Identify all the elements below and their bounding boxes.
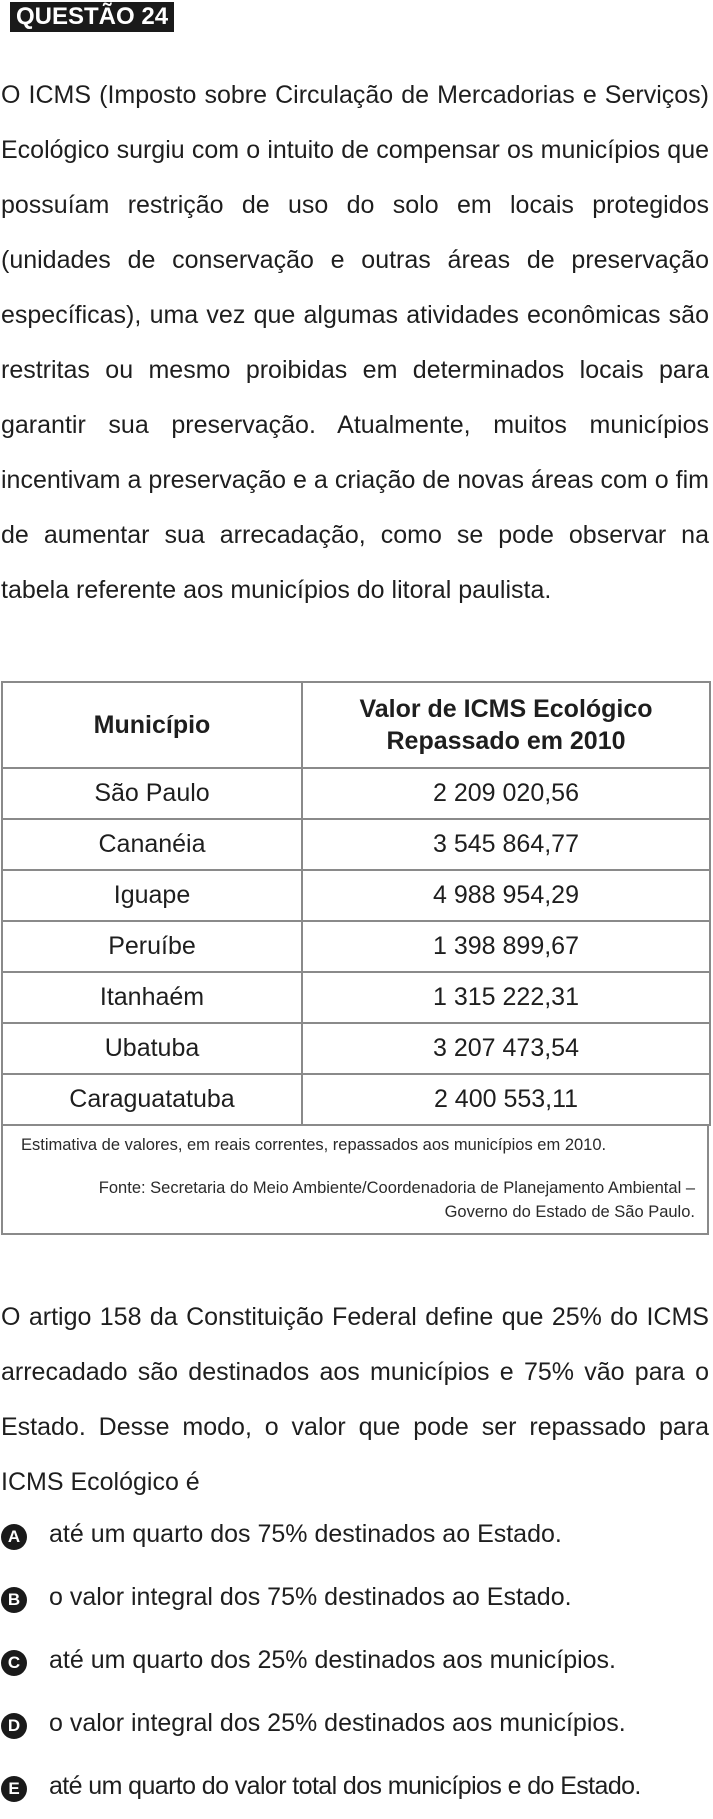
- table-row: Caraguatatuba 2 400 553,11: [1, 1073, 711, 1126]
- option-letter-badge: C: [1, 1650, 27, 1676]
- table-notes: Estimativa de valores, em reais corrente…: [1, 1126, 709, 1235]
- question-stem: O artigo 158 da Constituição Federal def…: [1, 1303, 709, 1496]
- valor-cell: 2 400 553,11: [301, 1073, 711, 1126]
- valor-cell: 1 315 222,31: [301, 971, 711, 1024]
- municipio-cell: Ubatuba: [1, 1022, 303, 1075]
- header-municipio: Município: [1, 681, 303, 769]
- header-valor: Valor de ICMS Ecológico Repassado em 201…: [301, 681, 711, 769]
- municipio-cell: São Paulo: [1, 767, 303, 820]
- option-text: o valor integral dos 75% destinados ao E…: [49, 1583, 572, 1611]
- option-text: até um quarto dos 75% destinados ao Esta…: [49, 1520, 562, 1548]
- icms-table-container: Município Valor de ICMS Ecológico Repass…: [1, 681, 711, 1235]
- municipio-cell: Peruíbe: [1, 920, 303, 973]
- intro-paragraph: O ICMS (Imposto sobre Circulação de Merc…: [1, 81, 709, 604]
- table-row: São Paulo 2 209 020,56: [1, 767, 711, 820]
- option-letter-badge: D: [1, 1713, 27, 1739]
- municipio-cell: Cananéia: [1, 818, 303, 871]
- valor-cell: 3 545 864,77: [301, 818, 711, 871]
- table-note: Estimativa de valores, em reais corrente…: [21, 1136, 607, 1154]
- table-row: Iguape 4 988 954,29: [1, 869, 711, 922]
- option-letter-badge: E: [1, 1776, 27, 1802]
- table-row: Peruíbe 1 398 899,67: [1, 920, 711, 973]
- municipio-cell: Caraguatatuba: [1, 1073, 303, 1126]
- valor-cell: 1 398 899,67: [301, 920, 711, 973]
- table-row: Ubatuba 3 207 473,54: [1, 1022, 711, 1075]
- table-row: Itanhaém 1 315 222,31: [1, 971, 711, 1024]
- table-source: Fonte: Secretaria do Meio Ambiente/Coord…: [98, 1179, 695, 1221]
- valor-cell: 2 209 020,56: [301, 767, 711, 820]
- municipio-cell: Iguape: [1, 869, 303, 922]
- table-header-row: Município Valor de ICMS Ecológico Repass…: [1, 681, 711, 769]
- option-text: até um quarto do valor total dos municíp…: [49, 1772, 641, 1800]
- valor-cell: 3 207 473,54: [301, 1022, 711, 1075]
- valor-cell: 4 988 954,29: [301, 869, 711, 922]
- option-letter-badge: A: [1, 1524, 27, 1550]
- option-letter-badge: B: [1, 1587, 27, 1613]
- question-title: QUESTÃO 24: [10, 2, 175, 32]
- option-text: até um quarto dos 25% destinados aos mun…: [49, 1646, 617, 1674]
- municipio-cell: Itanhaém: [1, 971, 303, 1024]
- table-row: Cananéia 3 545 864,77: [1, 818, 711, 871]
- icms-table: Município Valor de ICMS Ecológico Repass…: [1, 681, 711, 1126]
- option-text: o valor integral dos 25% destinados aos …: [49, 1709, 626, 1737]
